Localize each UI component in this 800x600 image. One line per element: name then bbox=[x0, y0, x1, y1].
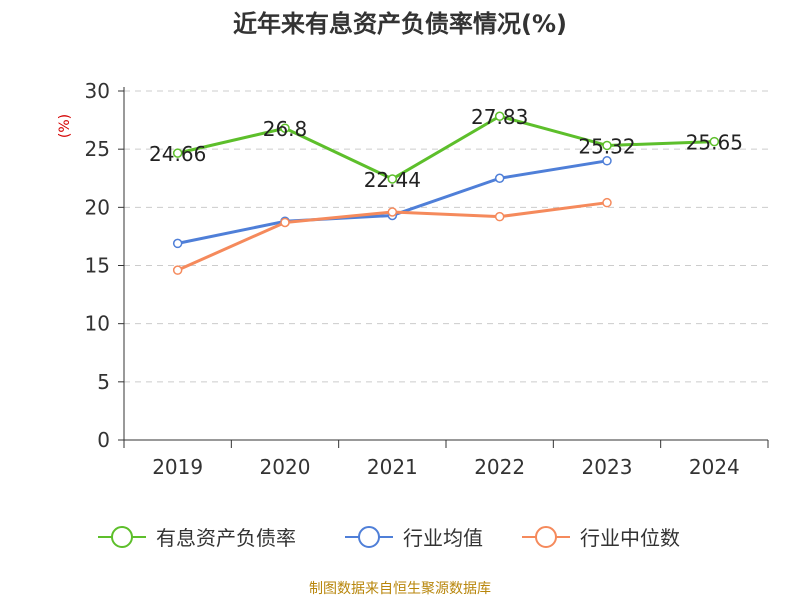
data-point bbox=[494, 111, 505, 121]
data-point bbox=[172, 148, 183, 158]
data-label: 22.44 bbox=[364, 168, 421, 192]
y-tick-label: 10 bbox=[85, 312, 110, 336]
data-label: 25.32 bbox=[578, 134, 635, 158]
data-point bbox=[172, 238, 183, 249]
y-tick-label: 5 bbox=[97, 370, 110, 394]
x-tick-label: 2023 bbox=[582, 455, 633, 479]
y-tick-label: 30 bbox=[85, 79, 110, 103]
data-point bbox=[494, 211, 505, 222]
legend-label: 有息资产负债率 bbox=[156, 526, 296, 550]
x-tick-label: 2022 bbox=[474, 455, 525, 479]
x-tick-label: 2024 bbox=[689, 455, 740, 479]
data-label: 27.83 bbox=[471, 105, 528, 129]
y-tick-label: 25 bbox=[85, 137, 110, 161]
data-point bbox=[387, 207, 398, 217]
legend-label: 行业均值 bbox=[403, 526, 483, 550]
data-point bbox=[602, 140, 612, 151]
legend-marker bbox=[358, 526, 380, 548]
data-point bbox=[387, 174, 398, 184]
y-tick-label: 15 bbox=[85, 254, 110, 278]
data-point bbox=[709, 136, 720, 147]
data-point bbox=[494, 173, 505, 183]
y-tick-label: 0 bbox=[97, 428, 110, 452]
data-point bbox=[172, 265, 183, 275]
legend-marker bbox=[111, 526, 133, 548]
y-tick-label: 20 bbox=[85, 195, 110, 219]
data-point bbox=[602, 156, 612, 166]
source-note: 制图数据来自恒生聚源数据库 bbox=[309, 581, 491, 597]
data-label: 26.8 bbox=[263, 117, 308, 141]
data-point bbox=[602, 197, 612, 208]
x-tick-label: 2021 bbox=[367, 455, 418, 479]
data-label: 25.65 bbox=[686, 131, 743, 155]
legend-marker bbox=[535, 526, 557, 548]
series-line-1 bbox=[177, 114, 715, 181]
legend-label: 行业中位数 bbox=[580, 526, 680, 550]
data-point bbox=[280, 123, 290, 133]
data-point bbox=[280, 217, 290, 228]
y-axis-label: (%) bbox=[57, 114, 73, 138]
chart-title: 近年来有息资产负债率情况(%) bbox=[233, 10, 567, 38]
x-tick-label: 2019 bbox=[152, 455, 203, 479]
x-tick-label: 2020 bbox=[260, 455, 311, 479]
data-label: 24.66 bbox=[149, 142, 206, 166]
